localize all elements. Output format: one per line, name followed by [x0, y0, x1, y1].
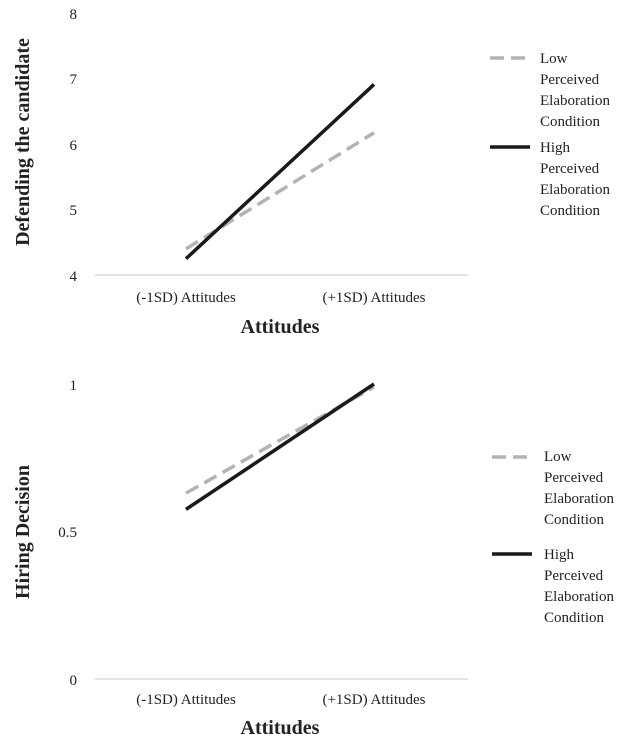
chart-hiring-decision: 1 0.5 0 (-1SD) Attitudes (+1SD) Attitude… — [12, 378, 618, 738]
legend-label-high: High Perceived Elaboration Condition — [544, 547, 618, 626]
legend: Low Perceived Elaboration Condition High… — [490, 51, 614, 219]
x-tick-label: (+1SD) Attitudes — [322, 692, 425, 708]
legend-label-low: Low Perceived Elaboration Condition — [544, 449, 618, 528]
y-tick-label: 6 — [70, 138, 78, 154]
y-axis-label: Hiring Decision — [12, 465, 34, 599]
y-tick-label: 5 — [70, 203, 78, 219]
series-line-low-elaboration — [185, 131, 375, 251]
x-axis-label: Attitudes — [241, 717, 320, 738]
y-tick-label: 4 — [70, 269, 78, 285]
y-tick-label: 0.5 — [58, 525, 77, 541]
y-tick-label: 8 — [70, 7, 78, 23]
legend-label-low: Low Perceived Elaboration Condition — [540, 51, 614, 130]
legend: Low Perceived Elaboration Condition High… — [492, 449, 618, 626]
x-tick-label: (-1SD) Attitudes — [136, 290, 236, 306]
y-tick-label: 0 — [70, 673, 78, 689]
y-tick-label: 1 — [70, 378, 78, 394]
x-tick-label: (+1SD) Attitudes — [322, 290, 425, 306]
series-line-high-elaboration — [184, 83, 376, 260]
chart-defending-candidate: 8 7 6 5 4 (-1SD) Attitudes (+1SD) Attitu… — [12, 7, 614, 338]
x-axis-label: Attitudes — [241, 316, 320, 338]
x-tick-label: (-1SD) Attitudes — [136, 692, 236, 708]
y-axis-label: Defending the candidate — [12, 38, 34, 246]
legend-label-high: High Perceived Elaboration Condition — [540, 140, 614, 219]
y-tick-label: 7 — [70, 72, 78, 88]
series-line-high-elaboration — [185, 382, 375, 511]
